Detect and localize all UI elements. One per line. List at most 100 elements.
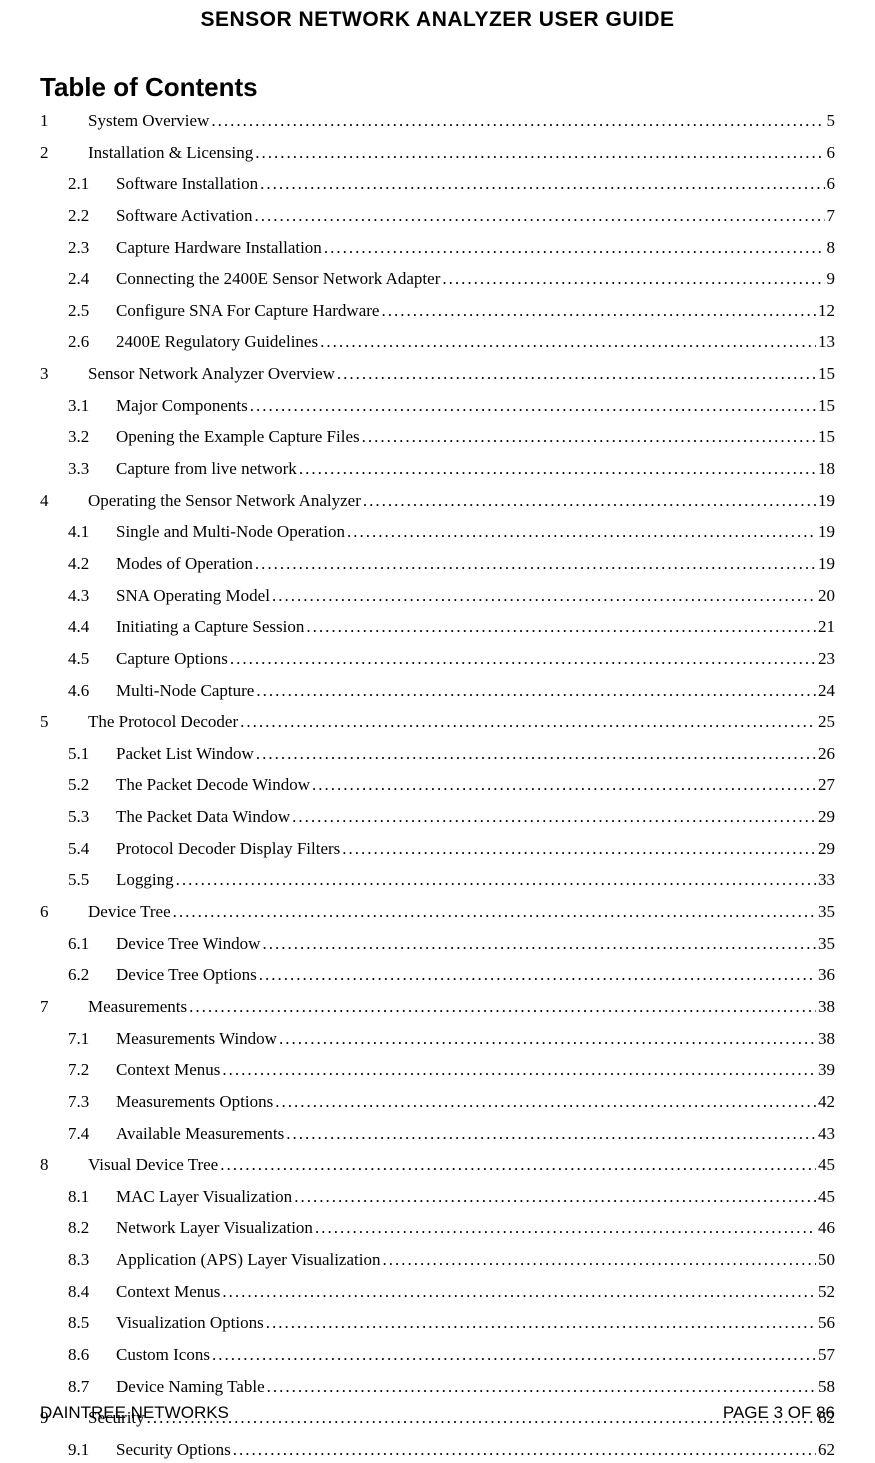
toc-entry-number: 7.4 — [68, 1122, 116, 1147]
toc-entry-number: 4.5 — [68, 647, 116, 672]
toc-row[interactable]: 4.3SNA Operating Model..................… — [40, 584, 835, 609]
toc-entry-page: 27 — [816, 773, 835, 798]
toc-entry-number: 5.4 — [68, 837, 116, 862]
toc-entry-page: 26 — [816, 742, 835, 767]
toc-entry-number: 8 — [40, 1153, 88, 1178]
toc-entry-number: 4.1 — [68, 520, 116, 545]
toc-row[interactable]: 2.5Configure SNA For Capture Hardware...… — [40, 299, 835, 324]
toc-entry-number: 2.1 — [68, 172, 116, 197]
toc-row[interactable]: 4.4Initiating a Capture Session.........… — [40, 615, 835, 640]
toc-entry-page: 25 — [816, 710, 835, 735]
toc-leader-dots: ........................................… — [220, 1280, 816, 1305]
toc-entry-label: Single and Multi-Node Operation — [116, 520, 345, 545]
toc-row[interactable]: 6Device Tree............................… — [40, 900, 835, 925]
toc-row[interactable]: 8.5Visualization Options................… — [40, 1311, 835, 1336]
toc-row[interactable]: 3.3Capture from live network............… — [40, 457, 835, 482]
toc-entry-label: Measurements — [88, 995, 187, 1020]
toc-entry-page: 45 — [816, 1185, 835, 1210]
toc-row[interactable]: 2.2Software Activation..................… — [40, 204, 835, 229]
toc-row[interactable]: 7.1Measurements Window..................… — [40, 1027, 835, 1052]
toc-leader-dots: ........................................… — [284, 1122, 816, 1147]
toc-row[interactable]: 7.2Context Menus........................… — [40, 1058, 835, 1083]
toc-row[interactable]: 4.2Modes of Operation...................… — [40, 552, 835, 577]
toc-leader-dots: ........................................… — [174, 868, 816, 893]
toc-row[interactable]: 5.4Protocol Decoder Display Filters.....… — [40, 837, 835, 862]
toc-leader-dots: ........................................… — [440, 267, 824, 292]
toc-entry-number: 3.1 — [68, 394, 116, 419]
toc-row[interactable]: 1System Overview........................… — [40, 109, 835, 134]
toc-row[interactable]: 2.62400E Regulatory Guidelines..........… — [40, 330, 835, 355]
toc-row[interactable]: 2.4Connecting the 2400E Sensor Network A… — [40, 267, 835, 292]
toc-row[interactable]: 9.1Security Options.....................… — [40, 1438, 835, 1463]
toc-entry-page: 12 — [816, 299, 835, 324]
toc-row[interactable]: 3.1Major Components.....................… — [40, 394, 835, 419]
toc-row[interactable]: 8.4Context Menus........................… — [40, 1280, 835, 1305]
toc-row[interactable]: 5.5Logging..............................… — [40, 868, 835, 893]
toc-row[interactable]: 2Installation & Licensing...............… — [40, 141, 835, 166]
toc-row[interactable]: 7.3Measurements Options.................… — [40, 1090, 835, 1115]
toc-row[interactable]: 4.5Capture Options......................… — [40, 647, 835, 672]
toc-leader-dots: ........................................… — [292, 1185, 816, 1210]
toc-row[interactable]: 8.1MAC Layer Visualization..............… — [40, 1185, 835, 1210]
toc-leader-dots: ........................................… — [273, 1090, 816, 1115]
toc-leader-dots: ........................................… — [258, 172, 824, 197]
toc-entry-number: 8.3 — [68, 1248, 116, 1273]
toc-leader-dots: ........................................… — [253, 552, 816, 577]
toc-row[interactable]: 3.2Opening the Example Capture Files....… — [40, 425, 835, 450]
toc-entry-page: 21 — [816, 615, 835, 640]
toc-row[interactable]: 4.6Multi-Node Capture...................… — [40, 679, 835, 704]
toc-row[interactable]: 8.3Application (APS) Layer Visualization… — [40, 1248, 835, 1273]
toc-entry-label: Visualization Options — [116, 1311, 264, 1336]
toc-row[interactable]: 7Measurements...........................… — [40, 995, 835, 1020]
toc-leader-dots: ........................................… — [310, 773, 816, 798]
toc-entry-number: 4.6 — [68, 679, 116, 704]
toc-entry-number: 7.2 — [68, 1058, 116, 1083]
toc-entry-label: Capture Hardware Installation — [116, 236, 322, 261]
toc-entry-page: 13 — [816, 330, 835, 355]
toc-entry-number: 2.6 — [68, 330, 116, 355]
toc-row[interactable]: 8.6Custom Icons.........................… — [40, 1343, 835, 1368]
toc-row[interactable]: 8.7Device Naming Table..................… — [40, 1375, 835, 1400]
toc-entry-page: 38 — [816, 1027, 835, 1052]
toc-entry-page: 20 — [816, 584, 835, 609]
toc-leader-dots: ........................................… — [231, 1438, 816, 1463]
toc-row[interactable]: 4Operating the Sensor Network Analyzer..… — [40, 489, 835, 514]
toc-heading: Table of Contents — [40, 72, 835, 103]
toc-entry-page: 56 — [816, 1311, 835, 1336]
toc-row[interactable]: 5The Protocol Decoder...................… — [40, 710, 835, 735]
toc-row[interactable]: 2.1Software Installation................… — [40, 172, 835, 197]
toc-row[interactable]: 8Visual Device Tree.....................… — [40, 1153, 835, 1178]
toc-entry-page: 43 — [816, 1122, 835, 1147]
toc-entry-number: 4.2 — [68, 552, 116, 577]
toc-row[interactable]: 2.3Capture Hardware Installation........… — [40, 236, 835, 261]
toc-row[interactable]: 7.4Available Measurements...............… — [40, 1122, 835, 1147]
toc-leader-dots: ........................................… — [253, 141, 824, 166]
toc-leader-dots: ........................................… — [340, 837, 816, 862]
toc-row[interactable]: 6.1Device Tree Window...................… — [40, 932, 835, 957]
toc-entry-label: Available Measurements — [116, 1122, 284, 1147]
toc-entry-page: 6 — [825, 141, 836, 166]
toc-entry-page: 42 — [816, 1090, 835, 1115]
toc-entry-page: 6 — [825, 172, 836, 197]
toc-row[interactable]: 5.2The Packet Decode Window.............… — [40, 773, 835, 798]
toc-leader-dots: ........................................… — [345, 520, 816, 545]
toc-row[interactable]: 3Sensor Network Analyzer Overview.......… — [40, 362, 835, 387]
toc-entry-label: Application (APS) Layer Visualization — [116, 1248, 380, 1273]
toc-entry-number: 7.3 — [68, 1090, 116, 1115]
toc-entry-page: 23 — [816, 647, 835, 672]
toc-entry-label: Device Tree Window — [116, 932, 260, 957]
toc-row[interactable]: 6.2Device Tree Options..................… — [40, 963, 835, 988]
toc-entry-label: MAC Layer Visualization — [116, 1185, 292, 1210]
toc-row[interactable]: 8.2Network Layer Visualization..........… — [40, 1216, 835, 1241]
toc-entry-label: Installation & Licensing — [88, 141, 253, 166]
toc-entry-label: Packet List Window — [116, 742, 254, 767]
toc-entry-label: SNA Operating Model — [116, 584, 270, 609]
toc-entry-label: The Packet Decode Window — [116, 773, 310, 798]
toc-entry-number: 6 — [40, 900, 88, 925]
toc-entry-number: 8.5 — [68, 1311, 116, 1336]
page-title: SENSOR NETWORK ANALYZER USER GUIDE — [40, 8, 835, 32]
toc-entry-number: 3.2 — [68, 425, 116, 450]
toc-row[interactable]: 4.1Single and Multi-Node Operation......… — [40, 520, 835, 545]
toc-row[interactable]: 5.1Packet List Window...................… — [40, 742, 835, 767]
toc-row[interactable]: 5.3The Packet Data Window...............… — [40, 805, 835, 830]
